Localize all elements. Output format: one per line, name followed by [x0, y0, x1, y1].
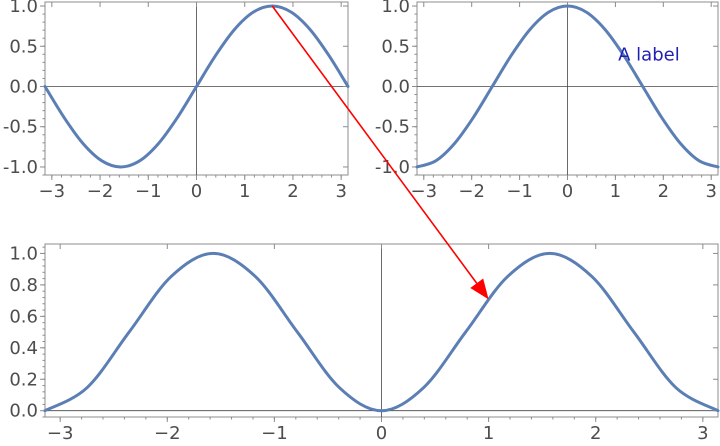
plot-panel-3: −3 −2 −1 0 1 2 3 0.0 0.2 0.4 0.6 0.8 1.0 [9, 243, 720, 444]
x-tick-label: 3 [705, 181, 716, 202]
y-tick-label: 0.0 [381, 76, 410, 97]
x-tick-label: 0 [376, 423, 387, 444]
series-line [43, 4, 350, 169]
x-tick-label: −3 [39, 181, 66, 202]
x-tick-label: −2 [87, 181, 114, 202]
annotation-arrow-layer [271, 5, 489, 300]
arrow-shaft [271, 5, 478, 284]
y-tick-label: 1.0 [381, 0, 410, 17]
x-tick-label: 1 [610, 181, 621, 202]
plot-panel-2: −3 −2 −1 0 1 2 3 -1.0 -0.5 0.0 0.5 1.0 A label [375, 0, 720, 202]
x-tick-label: −1 [135, 181, 162, 202]
y-tick-label: -0.5 [3, 117, 38, 138]
x-tick-label: 3 [697, 423, 708, 444]
x-tick-label: −2 [458, 181, 485, 202]
x-tick-label: 2 [287, 181, 298, 202]
series-line [415, 4, 720, 169]
series-line [43, 251, 720, 413]
x-tick-label: −3 [47, 423, 74, 444]
plot-panel-1: −3 −2 −1 0 1 2 3 -1.0 -0.5 0.0 0.5 1.0 [3, 0, 350, 202]
y-tick-label: 1.0 [9, 0, 38, 17]
x-tick-label: 3 [335, 181, 346, 202]
y-tick-label: 0.5 [9, 36, 38, 57]
y-tick-label: -1.0 [375, 157, 410, 178]
x-tick-label: 0 [191, 181, 202, 202]
x-tick-label: 2 [658, 181, 669, 202]
annotation-label: A label [618, 44, 680, 65]
y-tick-label: 1.0 [9, 243, 38, 264]
x-tick-label: 1 [483, 423, 494, 444]
arrow-head [470, 278, 489, 300]
x-tick-label: −1 [506, 181, 533, 202]
y-tick-label: 0.2 [9, 369, 38, 390]
y-tick-label: 0.5 [381, 36, 410, 57]
x-tick-label: −1 [261, 423, 288, 444]
x-tick-label: 2 [590, 423, 601, 444]
x-tick-label: 0 [562, 181, 573, 202]
x-tick-label: 1 [239, 181, 250, 202]
y-tick-label: -1.0 [3, 157, 38, 178]
y-tick-label: 0.0 [9, 401, 38, 422]
y-tick-label: 0.4 [9, 338, 38, 359]
x-tick-label: −2 [154, 423, 181, 444]
y-tick-label: 0.0 [9, 76, 38, 97]
y-tick-label: 0.6 [9, 306, 38, 327]
x-tick-label: −3 [411, 181, 438, 202]
y-tick-label: -0.5 [375, 117, 410, 138]
y-tick-label: 0.8 [9, 275, 38, 296]
